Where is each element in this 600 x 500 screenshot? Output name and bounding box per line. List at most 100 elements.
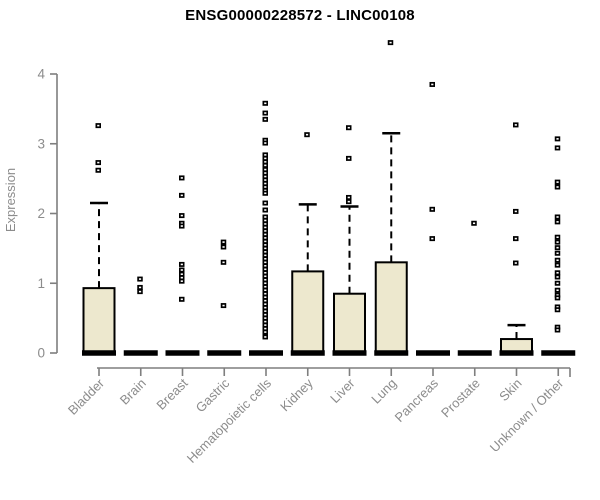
outlier-point: [554, 257, 561, 263]
box-liver: [332, 125, 367, 356]
outlier-point: [429, 81, 435, 87]
outlier-point: [262, 319, 268, 325]
box-rect: [82, 287, 116, 355]
x-tick-label: Unknown / Other: [487, 375, 567, 455]
outlier-point: [262, 224, 268, 230]
outlier-point: [346, 155, 352, 161]
outlier-point: [554, 214, 561, 220]
outlier-point: [262, 273, 268, 279]
outlier-point: [262, 252, 268, 258]
outlier-point: [179, 271, 185, 277]
outlier-point: [262, 308, 268, 314]
outlier-point: [304, 132, 310, 138]
chart-title: ENSG00000228572 - LINC00108: [185, 7, 415, 24]
outlier-point: [554, 250, 561, 256]
y-tick-label: 0: [37, 346, 45, 361]
box-breast: [165, 175, 200, 356]
outlier-point: [262, 184, 268, 190]
box-pancreas: [416, 81, 450, 356]
outlier-point: [346, 125, 352, 131]
outlier-point: [554, 295, 561, 301]
outlier-point: [262, 287, 268, 293]
outlier-point: [429, 206, 435, 212]
outlier-point: [220, 303, 227, 309]
y-tick-label: 2: [37, 206, 45, 221]
box-hematopoietic-cells: [249, 100, 283, 356]
outlier-point: [429, 236, 435, 242]
box-brain: [123, 276, 158, 356]
x-tick-label: Skin: [496, 376, 524, 404]
outlier-point: [262, 329, 268, 335]
box-unknown-other: [541, 136, 576, 356]
median-line: [290, 350, 325, 356]
outlier-point: [220, 259, 227, 265]
outlier-point: [262, 207, 268, 213]
outlier-point: [262, 291, 268, 297]
box-rect: [333, 292, 366, 354]
x-tick-label: Liver: [327, 375, 358, 406]
outlier-point: [179, 275, 185, 281]
outlier-point: [554, 145, 561, 151]
outlier-point: [262, 242, 268, 248]
outlier-point: [262, 315, 268, 321]
outlier-point: [262, 231, 268, 237]
outlier-point: [262, 326, 268, 332]
outlier-point: [262, 312, 268, 318]
outlier-point: [262, 249, 268, 255]
outlier-point: [262, 110, 268, 116]
outlier-point: [262, 100, 268, 106]
outlier-point: [554, 179, 561, 185]
outlier-point: [262, 159, 268, 165]
outlier-point: [554, 280, 561, 286]
median-line: [165, 350, 200, 356]
outlier-point: [554, 270, 561, 276]
median-line: [123, 350, 158, 356]
outlier-point: [262, 284, 268, 290]
median-line: [499, 350, 534, 356]
outlier-point: [262, 137, 268, 143]
outlier-point: [262, 140, 268, 146]
outlier-point: [137, 276, 143, 282]
x-tick-label: Pancreas: [392, 375, 442, 425]
x-tick-label: Bladder: [65, 375, 108, 418]
outlier-point: [262, 294, 268, 300]
outlier-point: [513, 260, 519, 266]
outlier-point: [262, 263, 268, 269]
outlier-point: [262, 301, 268, 307]
outlier-point: [179, 213, 185, 219]
outlier-point: [220, 239, 227, 245]
outlier-point: [262, 280, 268, 286]
outlier-point: [262, 116, 268, 122]
outlier-point: [179, 175, 185, 181]
outlier-point: [262, 190, 268, 196]
outlier-point: [262, 167, 268, 173]
median-line: [541, 350, 576, 356]
outlier-point: [262, 214, 268, 220]
outlier-point: [137, 289, 143, 295]
outlier-point: [179, 296, 185, 302]
outlier-point: [262, 259, 268, 265]
outlier-point: [554, 219, 561, 225]
outlier-point: [95, 123, 101, 129]
outlier-point: [554, 324, 561, 330]
x-tick-label: Kidney: [277, 375, 316, 414]
outlier-point: [554, 274, 561, 280]
median-line: [332, 350, 367, 356]
outlier-point: [554, 327, 561, 333]
outlier-point: [262, 152, 268, 158]
outlier-point: [262, 256, 268, 262]
outlier-point: [554, 292, 561, 298]
outlier-point: [554, 245, 561, 251]
outlier-point: [179, 220, 185, 226]
outlier-point: [346, 194, 352, 200]
outlier-point: [554, 136, 561, 142]
outlier-point: [262, 200, 268, 206]
y-axis: 0 1 2 3 4: [37, 67, 58, 361]
outlier-point: [262, 228, 268, 234]
median-line: [374, 350, 409, 356]
box-gastric: [207, 239, 242, 356]
outlier-point: [262, 238, 268, 244]
outlier-point: [554, 234, 561, 240]
